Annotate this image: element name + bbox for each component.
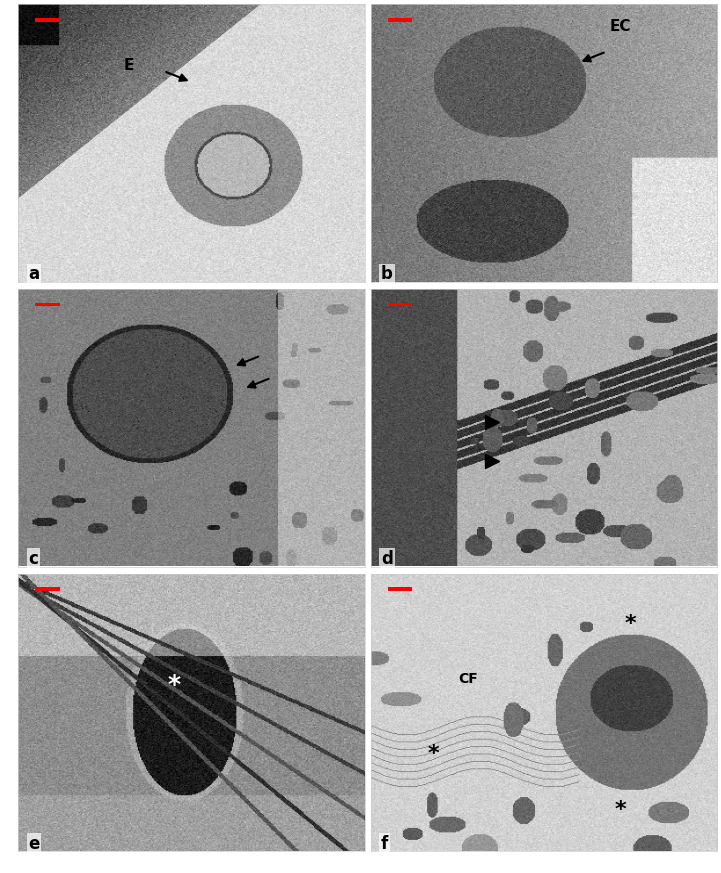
Text: f: f	[381, 835, 388, 853]
Bar	[388, 303, 412, 306]
Bar	[35, 588, 60, 591]
Text: d: d	[381, 550, 393, 568]
Bar	[388, 18, 412, 22]
Bar	[35, 18, 60, 22]
Bar	[388, 588, 412, 591]
Text: EC: EC	[609, 19, 631, 34]
Text: *: *	[614, 800, 626, 820]
Text: e: e	[28, 835, 40, 853]
Text: c: c	[28, 550, 38, 568]
Text: *: *	[428, 744, 439, 764]
Text: *: *	[167, 672, 181, 697]
Text: CF: CF	[458, 672, 477, 686]
Text: E: E	[124, 58, 134, 73]
Text: *: *	[625, 614, 637, 634]
Text: a: a	[28, 265, 40, 284]
Text: b: b	[381, 265, 393, 284]
Bar	[35, 303, 60, 306]
